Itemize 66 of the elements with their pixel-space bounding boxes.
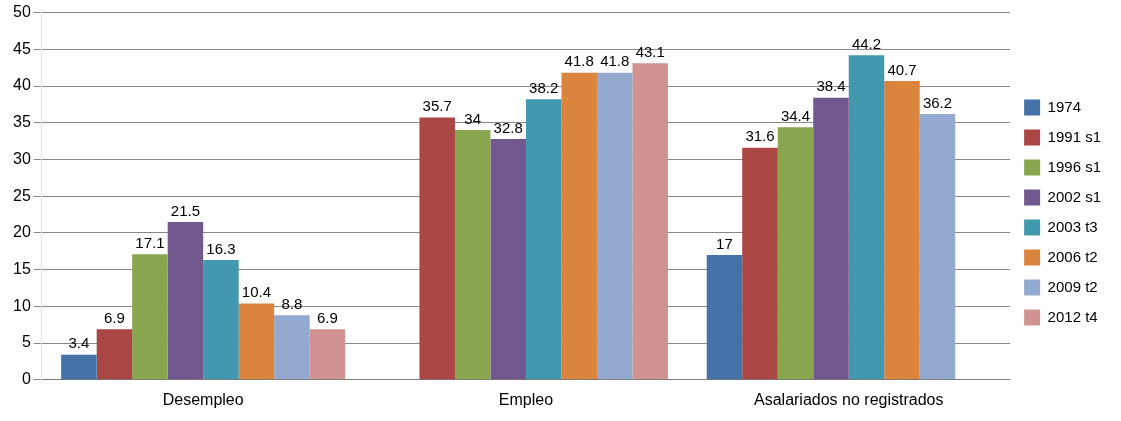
x-tick-label: Desempleo	[162, 390, 244, 408]
legend-label: 2012 t4	[1047, 307, 1098, 325]
y-tick-label: 50	[13, 3, 31, 21]
legend-label: 2006 t2	[1047, 247, 1098, 265]
bar	[274, 315, 310, 380]
bar	[490, 138, 526, 380]
data-label: 38.4	[816, 77, 846, 95]
data-label: 16.3	[206, 239, 236, 257]
bar	[813, 97, 849, 380]
bar	[96, 329, 133, 380]
bar	[884, 80, 920, 380]
data-label: 40.7	[887, 60, 917, 78]
bar	[848, 55, 885, 380]
bar	[525, 99, 562, 380]
y-tick-label: 5	[21, 333, 31, 351]
bar	[777, 127, 814, 380]
data-label: 17	[716, 234, 733, 252]
x-tick-label: Empleo	[498, 390, 554, 408]
legend-label: 2003 t3	[1047, 217, 1098, 235]
y-tick-label: 45	[13, 39, 31, 57]
y-tick-label: 40	[13, 76, 31, 94]
bar	[632, 63, 668, 380]
bar	[132, 254, 168, 380]
bar	[167, 221, 204, 380]
data-label: 10.4	[241, 283, 272, 301]
legend-label: 1991 s1	[1047, 127, 1102, 145]
bar	[309, 329, 346, 380]
data-label: 6.9	[317, 308, 338, 326]
bar	[61, 354, 97, 380]
legend-label: 2009 t2	[1047, 277, 1098, 295]
data-label: 8.8	[281, 294, 303, 312]
bar	[454, 130, 491, 380]
y-tick-label: 35	[13, 113, 31, 131]
data-label: 36.2	[922, 93, 953, 111]
data-label: 31.6	[745, 127, 775, 145]
y-tick-label: 15	[13, 260, 31, 278]
data-label: 34.4	[780, 106, 811, 124]
data-label: 41.8	[564, 52, 594, 70]
data-label: 41.8	[600, 52, 630, 70]
y-tick-label: 25	[13, 186, 31, 204]
bar	[419, 117, 455, 380]
y-tick-label: 30	[13, 149, 31, 167]
data-label: 38.2	[529, 78, 559, 96]
legend-label: 1974	[1047, 97, 1081, 115]
bar	[561, 72, 597, 380]
data-label: 32.8	[493, 118, 523, 136]
data-label: 44.2	[851, 34, 882, 52]
y-tick-label: 20	[13, 223, 31, 241]
y-tick-label: 0	[21, 370, 31, 388]
data-label: 3.4	[68, 334, 90, 352]
y-tick-label: 10	[13, 296, 31, 314]
data-label: 17.1	[135, 233, 165, 251]
data-label: 43.1	[635, 42, 665, 60]
legend-label: 2002 s1	[1047, 187, 1102, 205]
data-label: 21.5	[170, 201, 201, 219]
bar	[203, 260, 239, 380]
legend-label: 1996 s1	[1047, 157, 1102, 175]
bar	[742, 147, 778, 380]
bar	[919, 113, 956, 380]
data-label: 35.7	[422, 97, 452, 115]
x-tick-label: Asalariados no registrados	[754, 390, 944, 408]
data-label: 34	[464, 109, 482, 127]
bar	[596, 72, 633, 380]
bar	[238, 303, 275, 380]
data-label: 6.9	[103, 308, 125, 326]
bar	[706, 254, 743, 380]
